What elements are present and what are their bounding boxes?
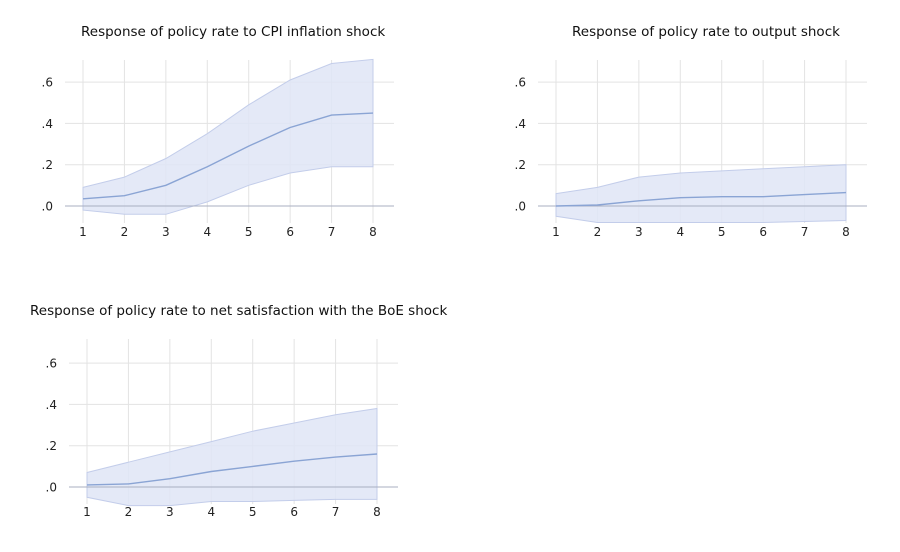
- response-line: [555, 191, 847, 207]
- x-tick-label: 4: [676, 225, 684, 239]
- x-tick-label: 3: [166, 505, 174, 519]
- x-tick-label: 8: [369, 225, 377, 239]
- x-tick-label: 5: [718, 225, 726, 239]
- x-tick-label: 4: [203, 225, 211, 239]
- y-tick-label: .4: [515, 117, 526, 131]
- x-tick-label: 1: [83, 505, 91, 519]
- confidence-band: [555, 164, 847, 223]
- x-tick-label: 8: [373, 505, 381, 519]
- x-tick-label: 2: [125, 505, 133, 519]
- x-tick-label: 7: [328, 225, 336, 239]
- x-tick-label: 7: [332, 505, 340, 519]
- y-tick-label: .0: [515, 200, 526, 214]
- x-tick-label: 3: [635, 225, 643, 239]
- y-tick-label: .0: [42, 200, 53, 214]
- confidence-band: [86, 407, 378, 507]
- y-tick-label: .4: [46, 398, 57, 412]
- y-tick-label: .2: [46, 439, 57, 453]
- chart-title: Response of policy rate to CPI inflation…: [81, 24, 386, 40]
- x-tick-label: 5: [245, 225, 253, 239]
- x-tick-label: 2: [594, 225, 602, 239]
- x-tick-label: 4: [207, 505, 215, 519]
- y-tick-label: .2: [515, 158, 526, 172]
- chart-title: Response of policy rate to net satisfact…: [30, 303, 448, 319]
- x-tick-label: 6: [286, 225, 294, 239]
- x-tick-label: 7: [801, 225, 809, 239]
- y-tick-label: .2: [42, 158, 53, 172]
- x-tick-label: 5: [249, 505, 257, 519]
- y-tick-label: .6: [515, 76, 526, 90]
- y-tick-label: .0: [46, 481, 57, 495]
- chart-title: Response of policy rate to output shock: [572, 24, 840, 40]
- x-tick-label: 8: [842, 225, 850, 239]
- x-tick-label: 1: [79, 225, 87, 239]
- response-line: [82, 112, 374, 200]
- y-tick-label: .6: [46, 357, 57, 371]
- x-tick-label: 2: [121, 225, 129, 239]
- response-line: [86, 453, 378, 486]
- y-tick-label: .6: [42, 76, 53, 90]
- confidence-band: [82, 58, 374, 215]
- x-tick-label: 6: [759, 225, 767, 239]
- x-tick-label: 6: [290, 505, 298, 519]
- x-tick-label: 3: [162, 225, 170, 239]
- x-tick-label: 1: [552, 225, 560, 239]
- y-tick-label: .4: [42, 117, 53, 131]
